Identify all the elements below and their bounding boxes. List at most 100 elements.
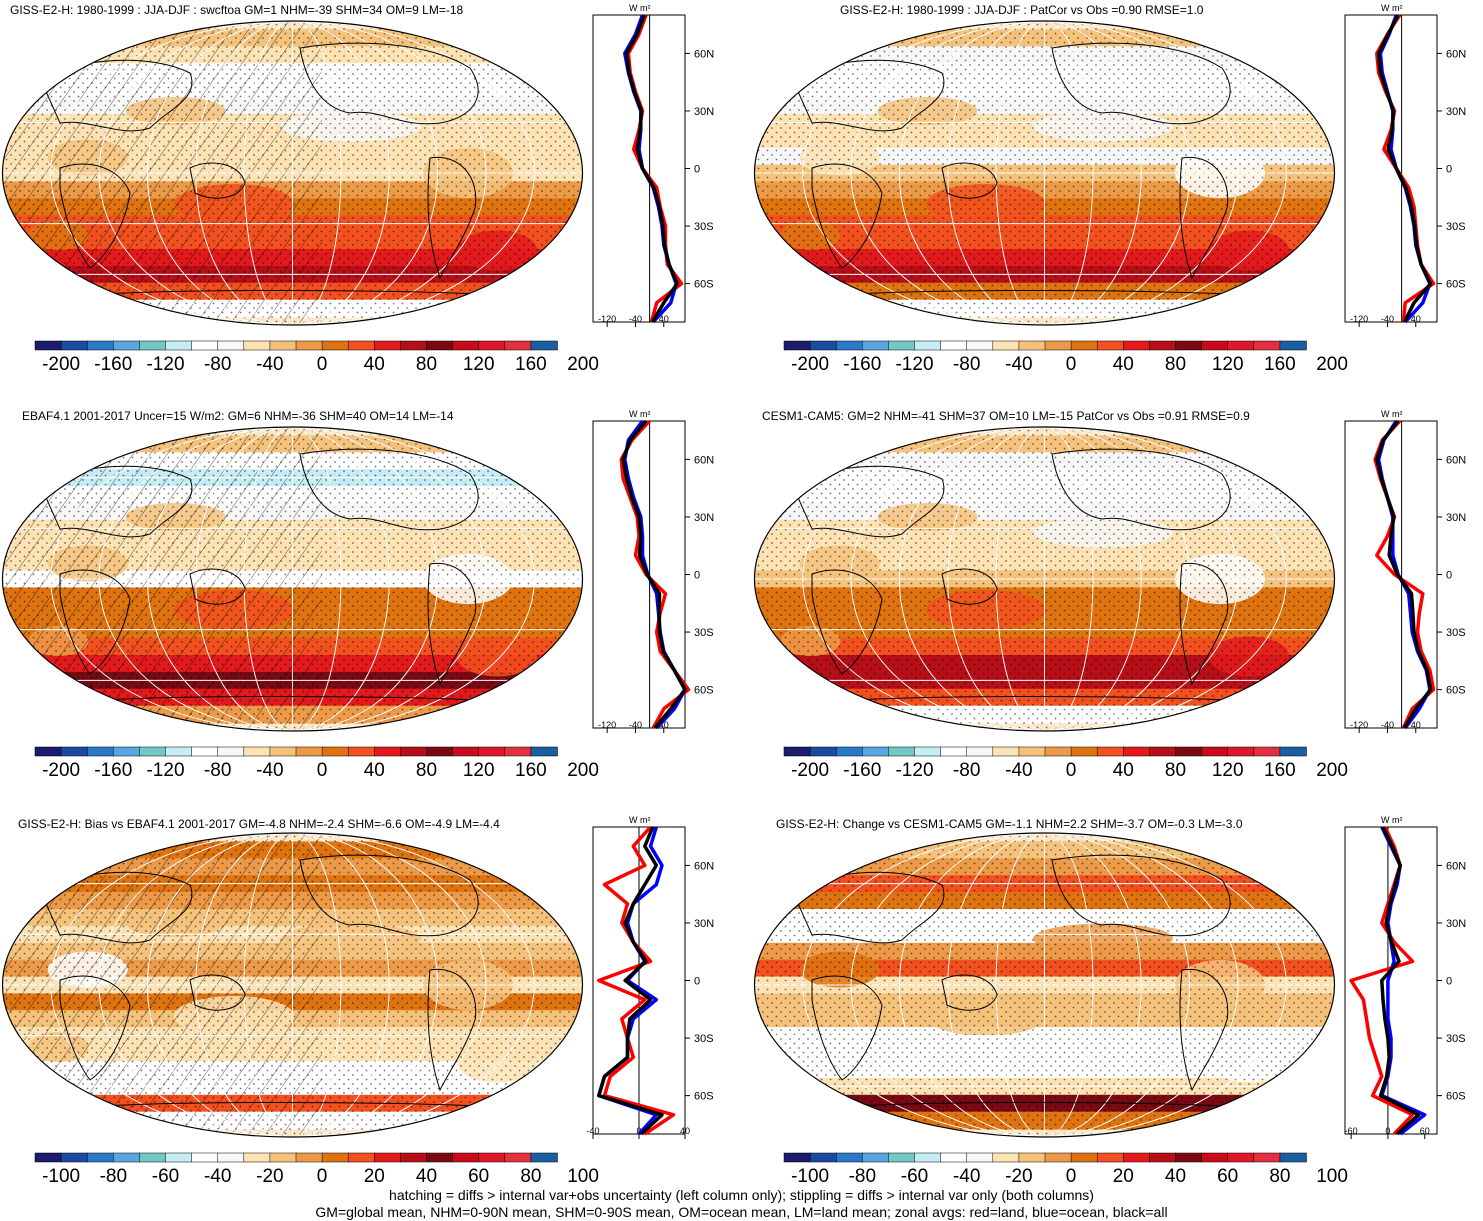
colorbar-swatch [940,746,968,757]
colorbar-swatch [347,340,376,351]
colorbar-label: 20 [1112,1166,1134,1187]
zonal-xtick-label: -60 [1345,1126,1358,1136]
lat-tick-label: 30S [1446,221,1466,233]
colorbar-swatch [1096,340,1125,351]
lat-tick-label: 60S [1446,279,1466,291]
panel-title: GISS-E2-H: Bias vs EBAF4.1 2001-2017 GM=… [18,817,500,831]
colorbar-label: 80 [1164,354,1187,375]
map-plot [753,426,1336,732]
colorbar-label: -80 [952,354,981,375]
colorbar-swatch [426,340,454,351]
colorbar-label: 0 [1065,760,1077,781]
colorbar-swatch [165,1152,193,1163]
colorbar-swatch [1201,1152,1229,1163]
lat-tick-label: 60N [1446,48,1466,60]
colorbar-swatch [400,1152,428,1163]
lat-tick-label: 0 [694,976,700,988]
colorbar [34,1152,558,1163]
lat-tick-label: 30S [1446,1033,1466,1045]
colorbar-swatch [452,340,480,351]
zonal-unit-label: W m² [1381,409,1403,419]
colorbar-swatch [374,1152,402,1163]
colorbar-swatch [60,746,88,757]
colorbar-swatch [888,746,916,757]
colorbar-swatch [113,340,141,351]
colorbar-swatch [243,1152,271,1163]
map-plot [1,832,584,1138]
colorbar-swatch [966,1152,994,1163]
colorbar-label: 0 [316,1166,328,1187]
colorbar-label: -100 [791,1166,830,1187]
colorbar-swatch [400,746,428,757]
colorbar-swatch [60,1152,88,1163]
lat-tick-label: 60N [1446,860,1466,872]
colorbar-label: 0 [1065,1166,1077,1187]
zonal-line-all [1375,419,1433,729]
colorbar-label: -80 [952,760,981,781]
panel-title: GISS-E2-H: Change vs CESM1-CAM5 GM=-1.1 … [776,817,1243,831]
colorbar-label: 0 [1065,354,1077,375]
panel-title: GISS-E2-H: 1980-1999 : JJA-DJF : swcftoa… [10,3,464,17]
lat-tick-label: 60S [1446,685,1466,697]
zonal-xtick-label: 40 [659,314,669,324]
colorbar-swatch [504,1152,532,1163]
colorbar-swatch [1227,746,1255,757]
colorbar-swatch [530,1152,558,1163]
colorbar-swatch [295,1152,323,1163]
colorbar-swatch [914,1152,942,1163]
colorbar-swatch [504,746,532,757]
lat-tick-label: 30N [694,512,714,524]
zonal-mean-plot: W m² 60N 30N 0 30S 60S -60 0 60 [1344,815,1466,1139]
colorbar-label: 20 [363,1166,385,1187]
map-plot [1,426,584,732]
lat-tick-label: 60S [694,279,714,291]
colorbar-label: -40 [203,1166,232,1187]
colorbar-swatch [1070,1152,1098,1163]
colorbar-swatch [1096,1152,1125,1163]
colorbar-swatch [992,340,1020,351]
zonal-line-all [1378,826,1421,1136]
colorbar-swatch [1070,340,1098,351]
zonal-xtick-label: 0 [636,1126,641,1136]
colorbar-swatch [1279,746,1307,757]
colorbar-label: -160 [843,354,882,375]
zonal-xtick-label: 40 [680,1126,690,1136]
zonal-xtick-label: -40 [629,720,642,730]
colorbar-swatch [940,340,968,351]
colorbar-swatch [1279,340,1307,351]
colorbar-label: -120 [146,760,185,781]
lat-tick-label: 60S [1446,1091,1466,1103]
colorbar [34,746,558,757]
zonal-mean-plot: W m² 60N 30N 0 30S 60S -120 -40 40 [1344,3,1466,327]
colorbar-swatch [966,746,994,757]
zonal-xtick-label: 40 [1411,720,1421,730]
lat-tick-label: 30N [1446,106,1466,118]
colorbar-label: -120 [895,354,934,375]
colorbar-swatch [992,1152,1020,1163]
colorbar-label: 80 [1269,1166,1291,1187]
colorbar-swatch [1227,340,1255,351]
colorbar-swatch [269,1152,297,1163]
colorbar-swatch [1070,746,1098,757]
colorbar-label: -160 [94,760,133,781]
colorbar-label: 80 [415,354,438,375]
colorbar-swatch [1044,746,1072,757]
zonal-xtick-label: -120 [1350,720,1368,730]
zonal-xtick-label: 40 [659,720,669,730]
lat-tick-label: 60S [694,685,714,697]
colorbar-label: 120 [1211,354,1244,375]
colorbar-swatch [530,746,558,757]
colorbar-swatch [217,1152,245,1163]
colorbar-label: 160 [1264,760,1296,781]
colorbar-swatch [1253,340,1281,351]
lat-tick-label: 0 [1446,164,1452,176]
colorbar-swatch [1123,746,1151,757]
colorbar-swatch [1201,746,1229,757]
zonal-line-all [597,826,664,1136]
colorbar-swatch [374,746,402,757]
colorbar-swatch [809,746,837,757]
colorbar-swatch [1018,340,1046,351]
lat-tick-label: 30S [1446,627,1466,639]
panel-p1: GISS-E2-H: 1980-1999 : JJA-DJF : swcftoa… [0,0,740,405]
colorbar-label: -160 [843,760,882,781]
